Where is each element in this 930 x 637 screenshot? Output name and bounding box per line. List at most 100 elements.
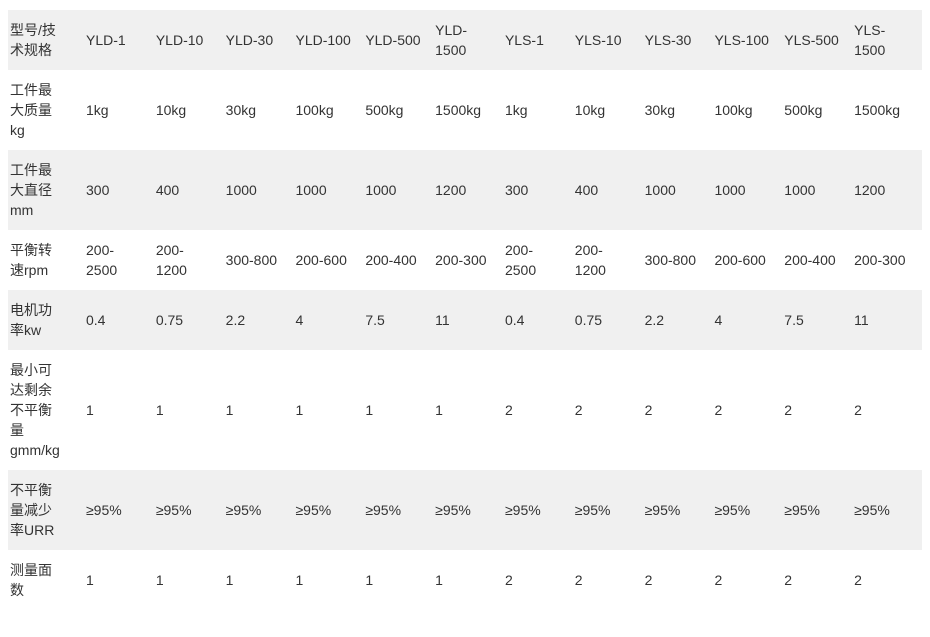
spec-cell: 2 — [504, 402, 513, 418]
spec-row-urr: 不平衡量减少率URR ≥95% ≥95% ≥95% ≥95% ≥95% ≥95%… — [8, 470, 922, 550]
spec-cell: 1 — [435, 402, 443, 418]
spec-cell: ≥95% — [504, 502, 541, 518]
spec-cell: 1kg — [86, 102, 109, 118]
spec-cell: 1000 — [714, 182, 746, 198]
column-header: YLS-10 — [574, 32, 622, 48]
spec-cell: 1500kg — [435, 102, 482, 118]
spec-row-min-residual-unbalance: 最小可达剩余不平衡量gmm/kg 1 1 1 1 1 1 2 2 2 2 2 2 — [8, 350, 922, 470]
spec-cell: 200-300 — [854, 252, 906, 268]
spec-cell: 1000 — [225, 182, 257, 198]
spec-row-measuring-planes: 测量面数 1 1 1 1 1 1 2 2 2 2 2 2 — [8, 550, 922, 610]
spec-cell: 2 — [504, 572, 513, 588]
spec-cell: ≥95% — [365, 502, 402, 518]
spec-cell: 200-400 — [365, 252, 417, 268]
spec-cell: 7.5 — [365, 312, 385, 328]
spec-cell: 200-600 — [295, 252, 347, 268]
spec-cell: ≥95% — [295, 502, 332, 518]
spec-cell: 200-400 — [784, 252, 836, 268]
spec-cell: 200-1200 — [155, 242, 187, 278]
spec-cell: 1 — [295, 572, 304, 588]
spec-cell: 200-300 — [435, 252, 487, 268]
row-label: 工件最大直径mm — [10, 162, 52, 218]
spec-cell: 1 — [365, 402, 374, 418]
spec-cell: 200-600 — [714, 252, 766, 268]
column-header: YLS-1 — [504, 32, 544, 48]
spec-cell: ≥95% — [435, 502, 471, 518]
spec-cell: 2 — [854, 402, 862, 418]
spec-cell: 2 — [714, 572, 723, 588]
spec-cell: 1200 — [435, 182, 467, 198]
spec-cell: ≥95% — [714, 502, 751, 518]
spec-cell: 2 — [784, 572, 793, 588]
spec-cell: 1 — [225, 572, 234, 588]
spec-cell: 1 — [155, 402, 164, 418]
spec-cell: 10kg — [155, 102, 187, 118]
spec-cell: 1 — [225, 402, 234, 418]
spec-cell: 2 — [644, 572, 653, 588]
spec-cell: 0.4 — [504, 312, 525, 328]
spec-cell: 1000 — [784, 182, 816, 198]
column-header: YLD-1500 — [435, 22, 468, 58]
spec-cell: 400 — [574, 182, 599, 198]
column-header: YLD-1 — [86, 32, 126, 48]
corner-header: 型号/技术规格 — [10, 22, 56, 58]
spec-cell: 4 — [295, 312, 304, 328]
spec-cell: 300-800 — [644, 252, 697, 268]
spec-cell: 1000 — [295, 182, 327, 198]
column-header: YLS-100 — [714, 32, 769, 48]
spec-cell: 1 — [86, 402, 94, 418]
spec-cell: 0.75 — [574, 312, 603, 328]
spec-row-balancing-speed: 平衡转速rpm 200-2500 200-1200 300-800 200-60… — [8, 230, 922, 290]
spec-cell: 30kg — [644, 102, 675, 118]
header-row: 型号/技术规格 YLD-1 YLD-10 YLD-30 YLD-100 YLD-… — [8, 10, 922, 70]
column-header: YLD-10 — [155, 32, 204, 48]
spec-cell: 1kg — [504, 102, 528, 118]
spec-row-motor-power: 电机功率kw 0.4 0.75 2.2 4 7.5 11 0.4 0.75 2.… — [8, 290, 922, 350]
specs-table: 型号/技术规格 YLD-1 YLD-10 YLD-30 YLD-100 YLD-… — [8, 10, 922, 610]
spec-cell: 300 — [86, 182, 110, 198]
spec-cell: 1 — [86, 572, 94, 588]
spec-cell: 11 — [854, 312, 869, 328]
spec-cell: 4 — [714, 312, 723, 328]
column-header: YLS-1500 — [854, 22, 886, 58]
spec-cell: 0.4 — [86, 312, 106, 328]
spec-cell: 1200 — [854, 182, 886, 198]
spec-row-max-diameter: 工件最大直径mm 300 400 1000 1000 1000 1200 300… — [8, 150, 922, 230]
spec-cell: 300-800 — [225, 252, 278, 268]
spec-cell: 1 — [155, 572, 164, 588]
spec-row-max-mass: 工件最大质量kg 1kg 10kg 30kg 100kg 500kg 1500k… — [8, 70, 922, 150]
column-header: YLD-30 — [225, 32, 274, 48]
spec-cell: 500kg — [784, 102, 823, 118]
row-label: 平衡转速rpm — [10, 242, 52, 278]
spec-cell: 7.5 — [784, 312, 804, 328]
spec-cell: 2 — [714, 402, 723, 418]
spec-cell: 400 — [155, 182, 180, 198]
spec-cell: 11 — [435, 312, 450, 328]
row-label: 电机功率kw — [10, 302, 52, 338]
spec-cell: ≥95% — [225, 502, 262, 518]
row-label: 最小可达剩余不平衡量gmm/kg — [10, 362, 60, 458]
column-header: YLD-500 — [365, 32, 421, 48]
spec-cell: 2 — [644, 402, 653, 418]
spec-cell: ≥95% — [86, 502, 122, 518]
spec-cell: 0.75 — [155, 312, 184, 328]
spec-cell: 1 — [435, 572, 443, 588]
spec-cell: 1500kg — [854, 102, 901, 118]
spec-cell: ≥95% — [574, 502, 611, 518]
row-label: 工件最大质量kg — [10, 82, 52, 138]
spec-cell: 1000 — [365, 182, 397, 198]
column-header: YLD-100 — [295, 32, 351, 48]
spec-cell: 2.2 — [225, 312, 246, 328]
spec-cell: 300 — [504, 182, 529, 198]
spec-cell: ≥95% — [854, 502, 890, 518]
spec-cell: 2 — [574, 572, 583, 588]
spec-cell: 200-2500 — [504, 242, 537, 278]
spec-cell: 200-2500 — [86, 242, 118, 278]
spec-cell: 1 — [295, 402, 304, 418]
spec-cell: 500kg — [365, 102, 404, 118]
spec-cell: 2.2 — [644, 312, 665, 328]
spec-cell: 10kg — [574, 102, 606, 118]
row-label: 不平衡量减少率URR — [10, 482, 55, 538]
spec-cell: 2 — [854, 572, 862, 588]
